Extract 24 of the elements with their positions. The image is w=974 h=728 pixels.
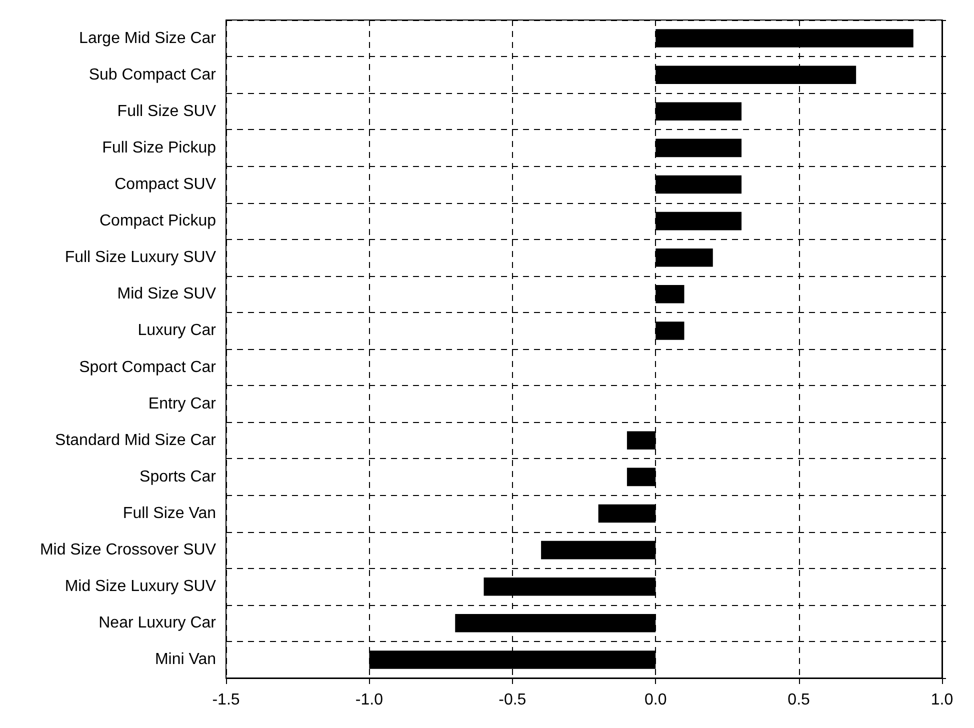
x-tick-label: 0.0 [644,692,667,708]
y-tick-label: Full Size SUV [117,102,216,120]
y-tick-label: Entry Car [148,395,217,412]
y-tick-label: Sports Car [140,468,217,486]
y-tick-label: Compact SUV [114,176,216,193]
x-tick-label: 1.0 [930,692,954,708]
x-tick-label: -0.5 [498,692,526,708]
y-tick-label: Full Size Pickup [102,139,216,156]
y-tick-label: Compact Pickup [100,212,216,230]
y-tick-label: Near Luxury Car [98,614,217,632]
y-tick-label: Full Size Luxury SUV [64,249,216,266]
y-tick-label: Full Size Van [122,505,216,522]
y-tick-label: Mid Size Luxury SUV [64,578,216,596]
y-tick-label: Sub Compact Car [88,66,217,84]
y-tick-label: Standard Mid Size Car [55,432,217,449]
y-tick-label: Large Mid Size Car [79,30,217,47]
y-tick-label: Sport Compact Car [79,358,217,376]
x-tick-label: -1.0 [355,692,384,708]
y-tick-label: Mini Van [154,651,216,668]
y-tick-label: Mid Size SUV [117,286,216,303]
x-tick-label: -1.5 [212,692,240,708]
y-tick-label: Luxury Car [138,322,217,340]
y-tick-label: Mid Size Crossover SUV [40,542,216,559]
x-tick-label: 0.5 [788,692,810,708]
